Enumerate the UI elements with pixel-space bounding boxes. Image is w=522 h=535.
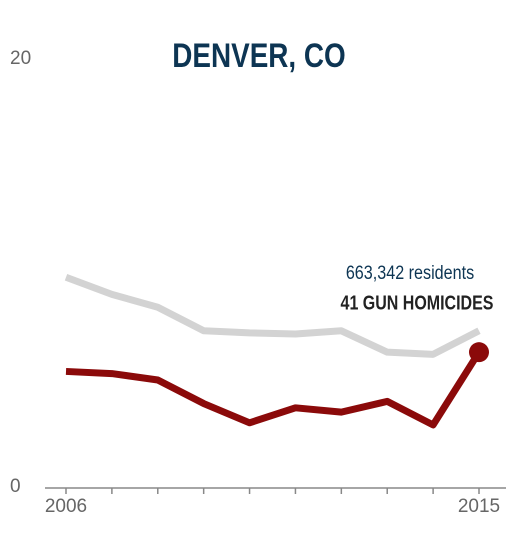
chart-title: DENVER, CO	[172, 36, 345, 74]
annotation: 663,342 residents	[346, 262, 475, 284]
x-tick-label: 2006	[45, 496, 87, 517]
series-line	[64, 274, 481, 358]
end-point	[469, 342, 489, 363]
annotation: 41 GUN HOMICIDES	[341, 292, 494, 314]
y-tick-label: 20	[10, 48, 31, 69]
x-tick-label: 2015	[458, 496, 500, 517]
y-tick-label: 0	[10, 476, 21, 497]
series-line	[65, 350, 482, 429]
